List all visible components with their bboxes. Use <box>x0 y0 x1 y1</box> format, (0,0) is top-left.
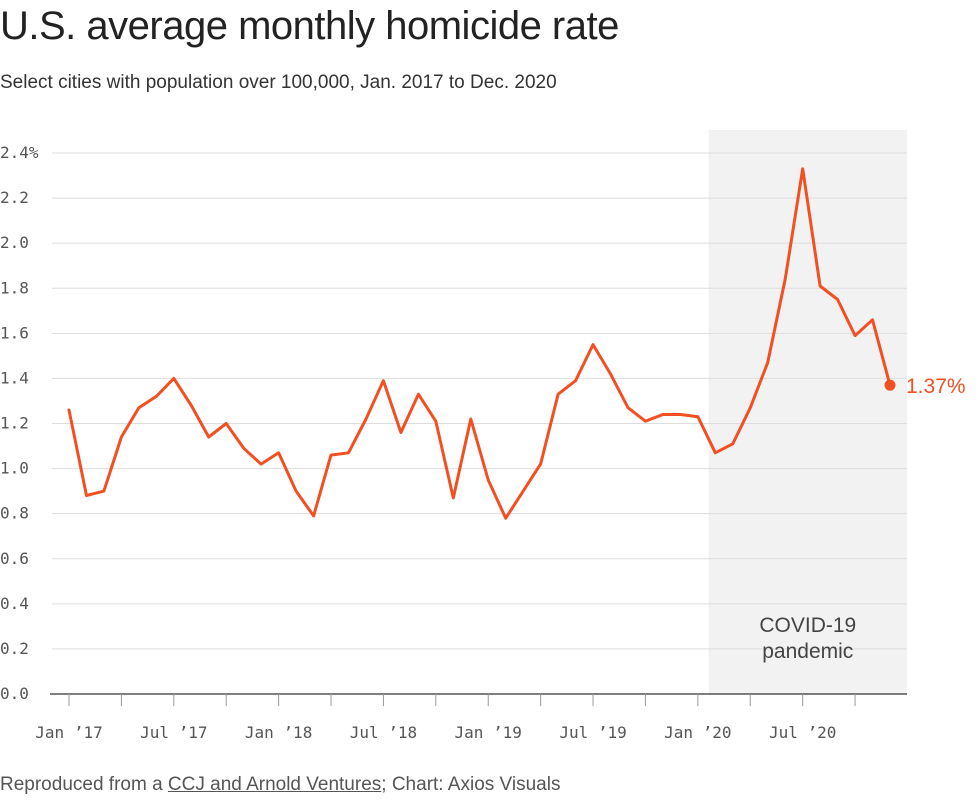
y-tick-label: 0.0 <box>0 684 29 703</box>
source-link[interactable]: CCJ and Arnold Ventures <box>167 774 382 795</box>
end-value-label: 1.37% <box>906 375 966 398</box>
line-chart: 0.0 0.2 0.4 0.6 0.8 1.0 1.2 1.4 1.6 1.8 2.0 2.2 2.4%… <box>0 130 966 742</box>
x-tick-label: Jul ’17 <box>140 723 207 742</box>
y-tick-label: 1.8 <box>0 278 29 297</box>
y-tick-label: 2.4% <box>0 143 39 162</box>
x-tick-label: Jan ’19 <box>455 723 522 742</box>
x-tick-label: Jul ’19 <box>559 723 626 742</box>
y-tick-label: 0.4 <box>0 594 29 613</box>
y-tick-label: 0.2 <box>0 639 29 658</box>
x-tick-label: Jul ’18 <box>350 723 417 742</box>
y-tick-label: 1.2 <box>0 414 29 433</box>
y-tick-label: 1.4 <box>0 368 29 387</box>
y-tick-label: 2.0 <box>0 233 29 252</box>
chart-subtitle: Select cities with population over 100,0… <box>0 72 557 93</box>
homicide-rate-line <box>67 167 892 520</box>
y-tick-label: 2.2 <box>0 188 29 207</box>
pandemic-label: pandemic <box>762 640 853 663</box>
y-tick-label: 1.6 <box>0 323 29 342</box>
source-footer: Reproduced from a CCJ and Arnold Venture… <box>0 774 560 796</box>
y-tick-label: 0.8 <box>0 504 29 523</box>
x-tick-label: Jan ’17 <box>35 723 102 742</box>
pandemic-label: COVID-19 <box>759 614 856 637</box>
end-point-marker <box>884 379 896 391</box>
x-tick-label: Jan ’20 <box>664 723 731 742</box>
source-suffix: ; Chart: Axios Visuals <box>381 774 561 795</box>
y-tick-label: 0.6 <box>0 549 29 568</box>
source-prefix: Reproduced from a <box>0 774 168 795</box>
x-tick-label: Jul ’20 <box>769 723 836 742</box>
y-tick-label: 1.0 <box>0 459 29 478</box>
pandemic-band <box>708 130 907 694</box>
chart-title: U.S. average monthly homicide rate <box>0 4 619 48</box>
x-tick-label: Jan ’18 <box>245 723 312 742</box>
